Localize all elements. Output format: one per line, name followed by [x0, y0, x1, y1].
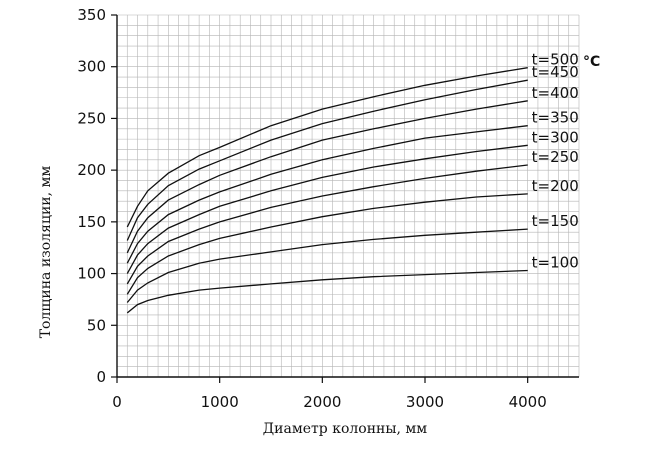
series-line-t-450 [126, 79, 528, 241]
grid [117, 14, 580, 377]
y-tick-label: 250 [77, 109, 106, 127]
series-line-t-250 [126, 164, 528, 285]
x-tick-label: 2000 [303, 393, 341, 411]
series-line-t-350 [126, 125, 528, 264]
series-line-t-400 [126, 100, 528, 254]
y-tick-label: 100 [77, 265, 106, 283]
series-line-t-300 [126, 144, 528, 274]
series-label-t-300: t=300 [532, 128, 579, 146]
y-tick-label: 50 [87, 316, 106, 334]
y-tick-label: 150 [77, 213, 106, 231]
y-tick-label: 200 [77, 161, 106, 179]
unit-annotation: °C [583, 54, 600, 70]
y-tick-label: 350 [77, 6, 106, 24]
series-label-t-150: t=150 [532, 212, 579, 230]
series-lines [126, 67, 528, 314]
y-tick-label: 300 [77, 58, 106, 76]
series-line-t-150 [126, 228, 528, 303]
x-tick-label: 3000 [406, 393, 444, 411]
x-axis-title: Диаметр колонны, мм [263, 421, 427, 437]
x-tick-label: 0 [112, 393, 122, 411]
y-axis-title: Толщина изоляции, мм [38, 166, 54, 339]
y-tick-label: 0 [96, 368, 106, 386]
series-line-t-200 [126, 193, 528, 295]
series-label-t-100: t=100 [532, 253, 579, 271]
series-label-t-200: t=200 [532, 177, 579, 195]
x-tick-label: 4000 [509, 393, 547, 411]
x-tick-label: 1000 [201, 393, 239, 411]
series-label-t-350: t=350 [532, 109, 579, 127]
series-line-t-500 [126, 67, 528, 228]
series-label-t-250: t=250 [532, 148, 579, 166]
series-line-t-100 [126, 269, 528, 314]
series-label-t-400: t=400 [532, 84, 579, 102]
axes: 0 50 100 150 200 250 300 350 0 1000 2000 3000 4000 [77, 6, 579, 411]
series-label-t-500: t=500 [532, 51, 579, 69]
series-label-t-450: t=450 [532, 63, 579, 81]
